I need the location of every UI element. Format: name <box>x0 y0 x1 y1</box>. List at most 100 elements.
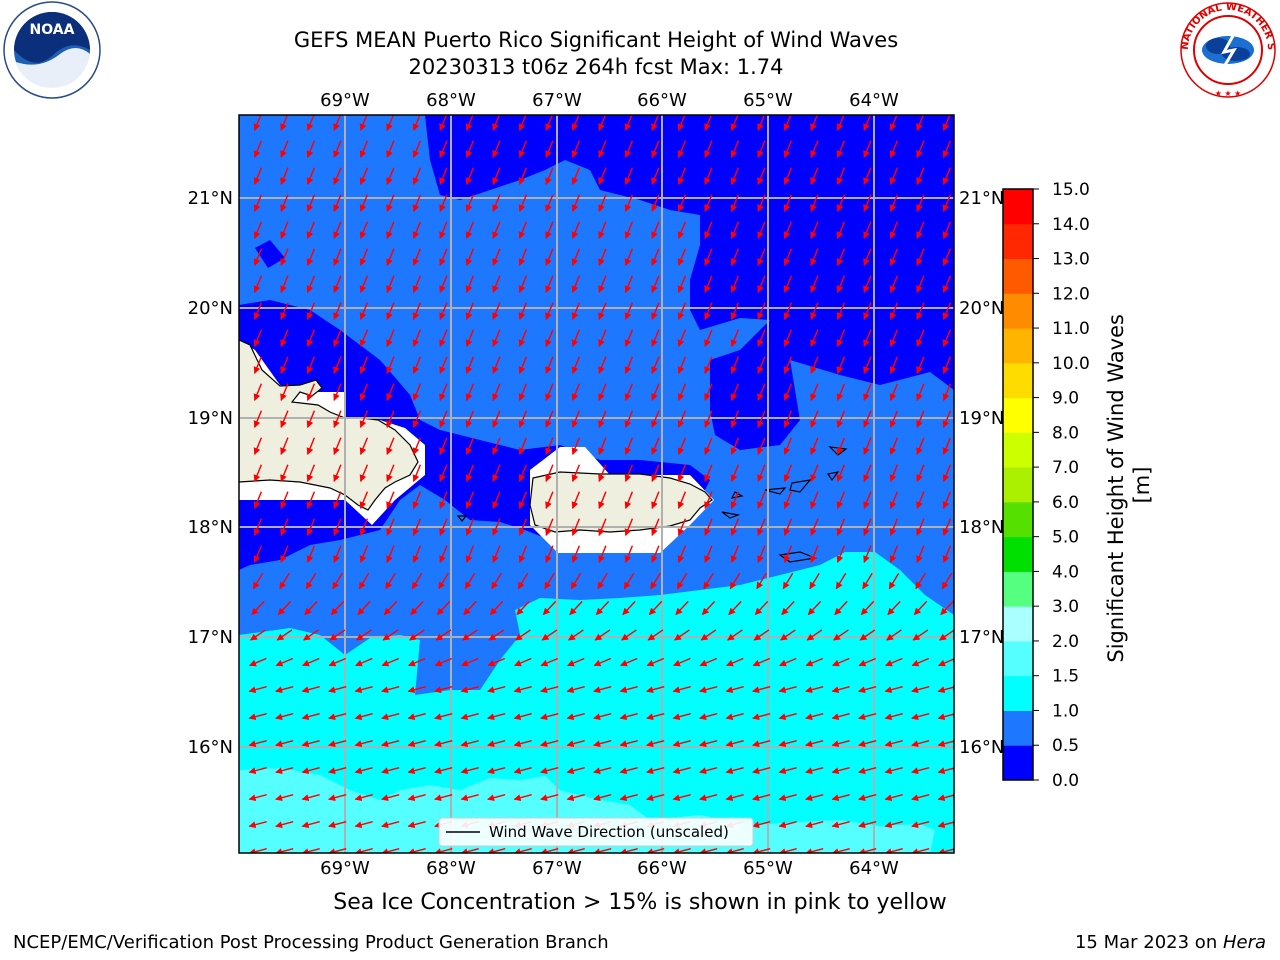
wind-arrow <box>810 329 819 347</box>
wind-arrow <box>805 821 824 829</box>
wind-arrow <box>304 600 318 616</box>
wind-arrow <box>858 657 877 667</box>
wind-arrow <box>913 600 928 616</box>
wind-arrow <box>863 248 872 266</box>
colorbar-segment <box>1003 675 1033 711</box>
wind-arrow <box>492 383 501 401</box>
lat-labels-left: 21°N 20°N 19°N 18°N 17°N 16°N <box>188 188 233 758</box>
colorbar-tick-label: 3.0 <box>1052 597 1079 617</box>
wind-arrow <box>911 794 930 802</box>
wind-arrow <box>333 194 342 212</box>
wind-arrow <box>730 491 740 509</box>
wind-arrow <box>598 194 607 212</box>
wind-arrow <box>248 740 267 748</box>
wind-arrow <box>386 329 395 347</box>
colorbar-segment <box>1003 293 1033 329</box>
wind-arrow <box>356 629 372 641</box>
chart-subtitle: 20230313 t06z 264h fcst Max: 1.74 <box>408 55 784 79</box>
wind-arrow <box>301 686 320 694</box>
colorbar-segment <box>1003 397 1033 433</box>
lon-label: 66°W <box>637 858 687 879</box>
wind-arrow <box>753 629 770 641</box>
colorbar-tick-label: 0.5 <box>1052 736 1079 756</box>
wind-arrow <box>752 740 771 748</box>
wind-arrow <box>461 657 479 667</box>
wind-arrow <box>571 518 581 536</box>
wind-arrow <box>280 491 289 509</box>
wind-arrow <box>385 572 396 590</box>
wind-arrow <box>916 437 925 455</box>
wind-arrow <box>651 115 660 131</box>
wind-arrow <box>252 572 264 590</box>
wind-arrow <box>863 545 872 563</box>
wind-arrow <box>253 545 263 563</box>
wind-arrow <box>942 194 952 212</box>
wind-arrow <box>916 302 925 320</box>
wind-arrow <box>595 600 610 616</box>
wind-arrow <box>412 410 422 428</box>
wind-arrow <box>810 545 819 563</box>
wind-arrow <box>940 600 954 616</box>
wind-arrow <box>462 629 478 641</box>
wind-arrow <box>487 713 506 721</box>
colorbar-segment <box>1003 710 1033 746</box>
wind-arrow <box>783 275 793 293</box>
wind-arrow <box>465 248 475 266</box>
wind-arrow <box>651 545 660 563</box>
wind-arrow <box>354 794 373 802</box>
wind-arrow <box>412 194 422 212</box>
wind-arrow <box>518 221 528 239</box>
wind-arrow <box>752 713 771 721</box>
wind-arrow <box>439 302 448 320</box>
wind-arrow <box>863 329 872 347</box>
wind-arrow <box>646 767 665 775</box>
wind-arrow <box>333 302 342 320</box>
wind-arrow <box>916 115 925 131</box>
wind-arrow <box>651 464 660 482</box>
wind-arrow <box>541 629 558 641</box>
wind-arrow <box>757 140 766 158</box>
lat-labels-right: 21°N 20°N 19°N 18°N 17°N 16°N <box>959 188 1004 758</box>
wind-arrow <box>810 464 819 482</box>
lon-label: 64°W <box>849 90 899 111</box>
wind-arrow <box>518 518 528 536</box>
map-frame <box>238 114 955 854</box>
wind-arrow <box>937 794 954 802</box>
wind-arrow <box>704 383 713 401</box>
wind-arrow <box>704 115 713 131</box>
wind-arrow <box>492 356 501 374</box>
wind-direction-arrows <box>248 115 954 853</box>
wind-arrow <box>516 600 530 616</box>
lat-label: 19°N <box>188 408 233 429</box>
wind-arrow <box>518 356 528 374</box>
wind-arrow <box>810 302 819 320</box>
wind-arrow <box>836 167 846 185</box>
wind-arrow <box>651 221 660 239</box>
wind-arrow <box>253 356 263 374</box>
wind-arrow <box>306 545 316 563</box>
wind-arrow <box>650 572 661 590</box>
wind-arrow <box>730 248 740 266</box>
wind-arrow <box>518 194 528 212</box>
wind-arrow <box>889 167 899 185</box>
wind-arrow <box>833 629 849 641</box>
wind-arrow <box>889 194 899 212</box>
wave-height-map: 69°W 68°W 67°W 66°W 65°W 64°W 69°W 68°W … <box>188 90 1154 879</box>
wind-arrow <box>518 167 528 185</box>
wind-arrow <box>805 657 824 667</box>
wind-arrow <box>672 740 691 748</box>
wind-arrow <box>677 115 686 131</box>
wind-arrow <box>492 140 501 158</box>
wind-arrow <box>783 302 793 320</box>
wind-arrow <box>730 464 740 482</box>
wind-arrow <box>301 794 320 802</box>
wind-arrow <box>518 410 528 428</box>
wind-arrow <box>598 248 607 266</box>
wind-arrow <box>730 194 740 212</box>
wind-arrow <box>301 767 320 775</box>
wind-arrow <box>648 600 663 616</box>
wind-arrow <box>884 767 903 775</box>
wind-arrow <box>703 572 714 590</box>
wind-arrow <box>253 329 263 347</box>
wind-arrow <box>359 115 368 131</box>
